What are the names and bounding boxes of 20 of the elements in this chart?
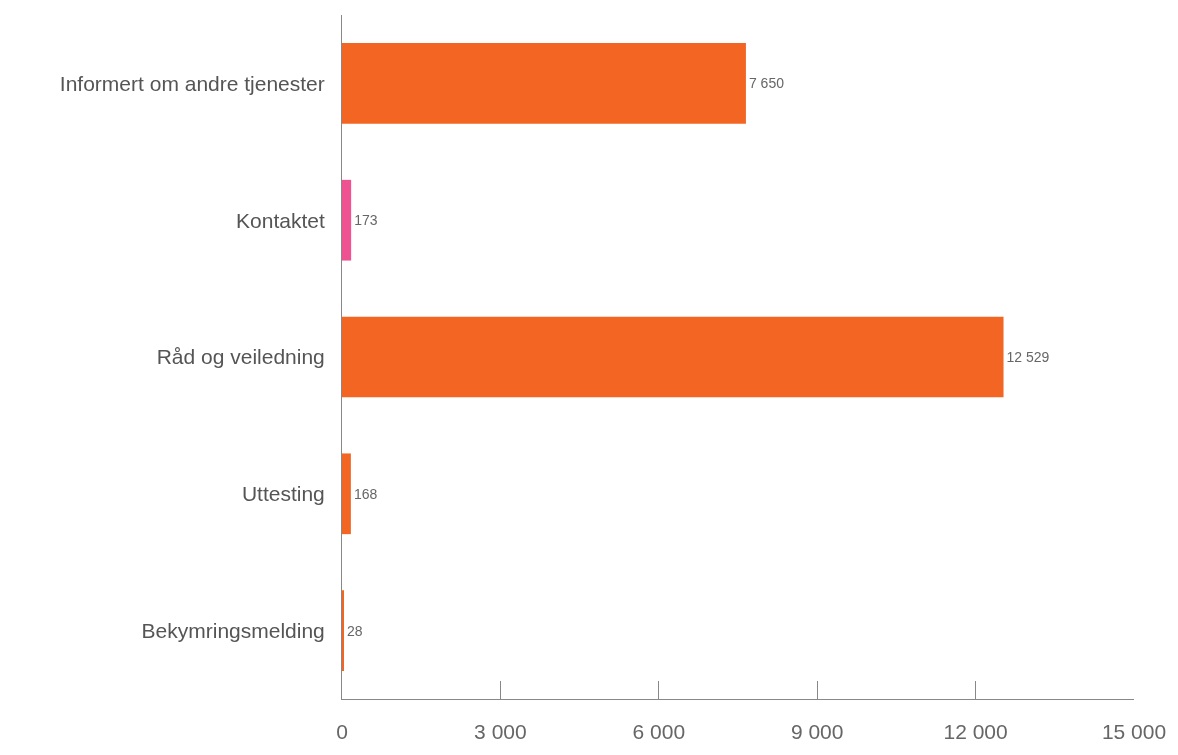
- data-label: 168: [353, 485, 378, 502]
- x-tick-label: 3 000: [474, 720, 527, 744]
- bar: [342, 453, 351, 535]
- y-tick-label: Bekymringsmelding: [141, 618, 325, 642]
- y-tick-label: Uttesting: [241, 482, 325, 506]
- bar: [342, 43, 746, 124]
- data-label: 28: [347, 622, 363, 639]
- y-tick-label: Kontaktet: [236, 208, 325, 232]
- bar: [342, 179, 352, 261]
- data-label: 12 529: [1006, 349, 1050, 365]
- data-label: 173: [354, 212, 378, 229]
- x-tick-label: 12 000: [943, 720, 1008, 744]
- x-tick-label: 0: [336, 720, 348, 744]
- x-tick-label: 6 000: [632, 720, 686, 744]
- y-tick-label: Informert om andre tjenester: [59, 71, 325, 95]
- data-label: 7 650: [748, 75, 785, 92]
- y-tick-label: Råd og veiledning: [156, 345, 325, 369]
- bar: [342, 316, 1004, 398]
- x-tick-label: 9 000: [790, 720, 844, 744]
- x-tick-label: 15 000: [1101, 720, 1167, 744]
